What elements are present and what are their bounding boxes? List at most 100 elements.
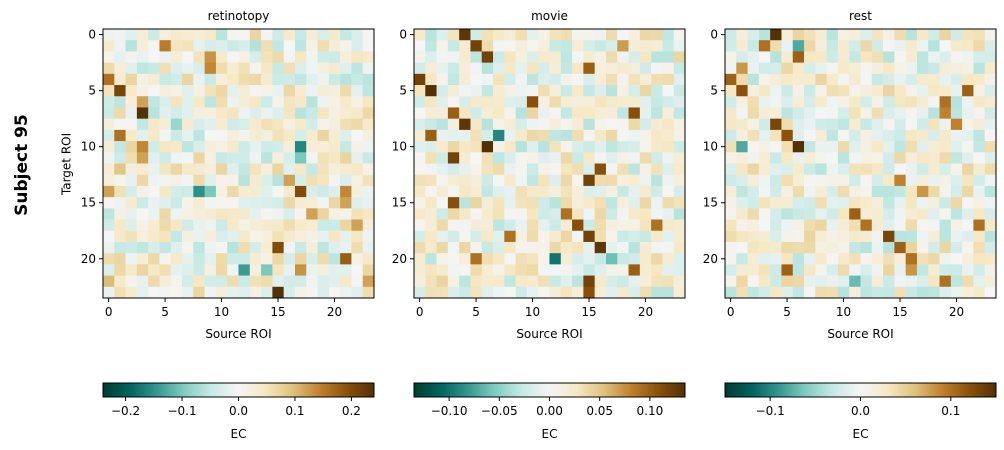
heatmap-cell — [662, 197, 675, 209]
y-tick-label: 15 — [703, 196, 718, 210]
heatmap-cell — [758, 174, 771, 187]
heatmap-cell — [871, 129, 884, 142]
heatmap-cell — [894, 152, 907, 164]
heatmap-cell — [182, 51, 194, 63]
heatmap-cell — [340, 107, 352, 120]
heatmap-cell — [272, 253, 285, 265]
colorbar-ticks: −0.10 −0.05 0.00 0.05 0.10 — [431, 397, 663, 418]
heatmap-cell — [725, 253, 737, 265]
heatmap-cell — [481, 253, 494, 265]
heatmap-cell — [103, 264, 115, 276]
heatmap-cell — [328, 253, 341, 265]
heatmap-cell — [673, 141, 686, 153]
heatmap-cell — [538, 152, 550, 164]
heatmap-cell — [928, 185, 940, 198]
x-tick-label: 15 — [270, 305, 285, 319]
heatmap-cell — [425, 253, 437, 265]
heatmap-cell — [594, 163, 607, 176]
heatmap-cell — [114, 152, 126, 164]
heatmap-cell — [425, 96, 437, 108]
heatmap-cell — [837, 85, 850, 97]
heatmap-cell — [459, 253, 471, 265]
heatmap-cell — [148, 141, 160, 153]
heatmap-cell — [215, 197, 228, 209]
heatmap-cell — [425, 163, 437, 176]
heatmap-cell — [125, 163, 138, 176]
heatmap-cell — [628, 29, 641, 41]
heatmap-cell — [414, 40, 426, 52]
heatmap-cell — [238, 208, 251, 220]
heatmap-cell — [639, 29, 652, 41]
heatmap-cell — [605, 163, 618, 176]
heatmap-cell — [148, 275, 160, 288]
heatmap-cell — [928, 141, 940, 153]
heatmap-cell — [673, 107, 686, 120]
heatmap-cell — [340, 208, 352, 220]
heatmap-cell — [447, 230, 460, 243]
heatmap-cell — [283, 230, 296, 243]
heatmap-cell — [549, 141, 562, 153]
heatmap-cell — [481, 219, 494, 232]
heatmap-cell — [227, 185, 239, 198]
heatmap-cell — [781, 219, 794, 232]
heatmap-cell — [294, 152, 307, 164]
heatmap-cell — [792, 163, 805, 176]
heatmap-cell — [560, 275, 573, 288]
panel-title: retinotopy — [208, 9, 270, 23]
heatmap-cell — [662, 163, 675, 176]
heatmap-cell — [283, 107, 296, 120]
heatmap-cell — [261, 118, 273, 131]
heatmap-cell — [148, 253, 160, 265]
heatmap-cell — [515, 118, 528, 131]
heatmap-cell — [849, 208, 861, 220]
heatmap-cell — [414, 141, 426, 153]
heatmap-cell — [351, 286, 364, 299]
heatmap-cell — [651, 230, 663, 243]
heatmap-cell — [804, 241, 816, 254]
heatmap-cell — [860, 230, 873, 243]
heatmap-cell — [792, 73, 805, 86]
heatmap-cell — [905, 253, 918, 265]
heatmap-cell — [605, 185, 618, 198]
heatmap-cell — [962, 85, 974, 97]
heatmap-cell — [894, 197, 907, 209]
heatmap-cell — [605, 118, 618, 131]
heatmap-cell — [328, 73, 341, 86]
heatmap-cell — [470, 219, 483, 232]
heatmap-cell — [272, 286, 285, 299]
heatmap-cell — [103, 118, 115, 131]
heatmap-cell — [883, 219, 895, 232]
heatmap-cell — [317, 51, 330, 63]
heatmap-cell — [758, 286, 771, 299]
heatmap-cell — [725, 85, 737, 97]
heatmap-cell — [351, 241, 364, 254]
heatmap-cell — [984, 62, 997, 75]
heatmap-cell — [770, 96, 782, 108]
heatmap-cell — [883, 230, 895, 243]
heatmap-cell — [560, 197, 573, 209]
heatmap-cell — [351, 129, 364, 142]
heatmap-cell — [470, 241, 483, 254]
heatmap-cell — [572, 40, 584, 52]
heatmap-cell — [204, 152, 217, 164]
heatmap-cell — [583, 29, 596, 41]
heatmap-cell — [317, 141, 330, 153]
heatmap-cell — [414, 174, 426, 187]
heatmap-cell — [984, 40, 997, 52]
heatmap-cell — [148, 163, 160, 176]
heatmap-cell — [939, 163, 952, 176]
heatmap-cell — [447, 185, 460, 198]
heatmap-cell — [182, 152, 194, 164]
heatmap-cell — [125, 96, 138, 108]
heatmap-cell — [362, 96, 375, 108]
heatmap-cell — [493, 96, 505, 108]
heatmap-cell — [125, 29, 138, 41]
heatmap-cell — [272, 107, 285, 120]
heatmap-cell — [736, 230, 748, 243]
heatmap-cell — [725, 141, 737, 153]
heatmap-cell — [583, 141, 596, 153]
heatmap-cell — [504, 85, 516, 97]
heatmap-cell — [617, 197, 629, 209]
x-axis-label: Source ROI — [827, 327, 893, 341]
heatmap-cell — [826, 51, 839, 63]
